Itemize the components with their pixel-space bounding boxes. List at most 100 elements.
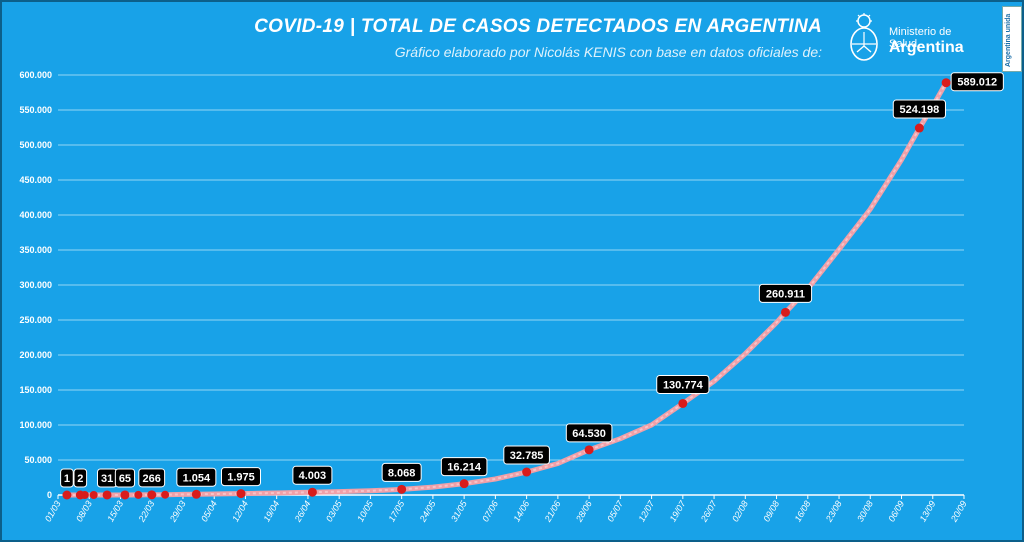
x-tick-label: 28/06 bbox=[573, 499, 593, 524]
data-point bbox=[236, 489, 246, 499]
data-label: 16.214 bbox=[447, 462, 482, 474]
data-point bbox=[147, 490, 157, 500]
x-tick-label: 24/05 bbox=[417, 498, 438, 524]
data-label: 2 bbox=[77, 473, 83, 485]
data-label-box bbox=[220, 467, 261, 487]
y-tick-label: 200.000 bbox=[19, 350, 52, 360]
data-label: 4.003 bbox=[299, 470, 327, 482]
series-line-group bbox=[64, 80, 949, 498]
series-line bbox=[64, 80, 949, 498]
data-point bbox=[89, 490, 98, 499]
data-label: 65 bbox=[119, 473, 131, 485]
x-tick-label: 08/03 bbox=[74, 499, 94, 524]
x-tick-label: 26/07 bbox=[698, 498, 719, 524]
data-point bbox=[914, 123, 924, 133]
ministry-name: Ministerio de Salud bbox=[889, 26, 952, 50]
x-tick-label: 29/03 bbox=[167, 499, 187, 524]
y-tick-label: 400.000 bbox=[19, 210, 52, 220]
x-tick-label: 16/08 bbox=[793, 499, 813, 524]
data-point bbox=[102, 490, 112, 500]
badge-text: Argentina unida bbox=[1005, 13, 1012, 67]
y-tick-label: 550.000 bbox=[19, 105, 52, 115]
x-tick-label: 21/06 bbox=[542, 499, 562, 524]
x-tick-label: 05/07 bbox=[605, 498, 625, 523]
data-point bbox=[522, 467, 532, 477]
data-label: 1.054 bbox=[183, 472, 211, 484]
data-point bbox=[678, 398, 688, 408]
data-label-box bbox=[758, 283, 813, 303]
x-tick-label: 12/04 bbox=[230, 499, 250, 524]
data-point bbox=[584, 445, 594, 455]
chart-subtitle: Gráfico elaborado por Nicolás KENIS con … bbox=[394, 44, 822, 60]
y-tick-label: 150.000 bbox=[19, 385, 52, 395]
data-label-box bbox=[381, 462, 422, 482]
sun-shield-icon bbox=[850, 13, 878, 61]
data-point bbox=[307, 487, 317, 497]
data-point bbox=[62, 490, 72, 500]
y-tick-label: 300.000 bbox=[19, 280, 52, 290]
chart-title: COVID-19 | TOTAL DE CASOS DETECTADOS EN … bbox=[254, 16, 822, 37]
argentina-unida-badge: Argentina unida bbox=[1002, 6, 1022, 72]
data-point bbox=[75, 490, 85, 500]
data-label: 1.975 bbox=[227, 472, 255, 484]
data-label: 524.198 bbox=[899, 104, 939, 116]
data-point bbox=[780, 307, 790, 317]
data-label-box bbox=[892, 99, 946, 119]
data-point bbox=[941, 78, 951, 88]
data-label: 130.774 bbox=[663, 379, 704, 391]
x-tick-label: 26/04 bbox=[292, 499, 312, 524]
data-label-box bbox=[656, 374, 710, 394]
data-point bbox=[120, 490, 130, 500]
y-tick-label: 100.000 bbox=[19, 420, 52, 430]
data-label: 8.068 bbox=[388, 467, 416, 479]
y-tick-label: 0 bbox=[47, 490, 52, 500]
data-label-box bbox=[292, 465, 333, 485]
data-label: 266 bbox=[143, 473, 161, 485]
data-label-box bbox=[138, 468, 166, 488]
data-label: 31 bbox=[101, 473, 113, 485]
series-line-texture bbox=[66, 82, 947, 496]
y-tick-label: 450.000 bbox=[19, 175, 52, 185]
grid-lines bbox=[57, 74, 965, 499]
data-label-box bbox=[950, 72, 1004, 92]
country-name: Argentina bbox=[889, 39, 964, 56]
x-tick-label: 07/06 bbox=[480, 499, 500, 524]
ministry-logo: Ministerio de Salud Argentina bbox=[847, 12, 977, 68]
data-label-box bbox=[176, 467, 217, 487]
data-label: 1 bbox=[64, 473, 70, 485]
y-tick-label: 500.000 bbox=[19, 140, 52, 150]
x-tick-label: 01/03 bbox=[43, 499, 63, 524]
data-label: 589.012 bbox=[957, 77, 997, 89]
x-tick-label: 03/05 bbox=[324, 498, 344, 523]
x-tick-label: 30/08 bbox=[855, 499, 875, 524]
x-tick-label: 31/05 bbox=[449, 498, 469, 523]
x-tick-label: 22/03 bbox=[136, 499, 156, 524]
data-label: 260.911 bbox=[766, 288, 805, 300]
x-tick-label: 02/08 bbox=[730, 499, 750, 524]
x-tick-label: 09/08 bbox=[761, 499, 781, 524]
x-tick-label: 12/07 bbox=[636, 498, 656, 523]
marker-group bbox=[62, 78, 951, 500]
data-label-box bbox=[73, 468, 88, 488]
x-tick-label: 10/05 bbox=[355, 498, 375, 523]
y-axis-ticks: 0 50.000 100.000 150.000 200.000 250.000 300.0… bbox=[19, 70, 52, 500]
data-label-group: 1 2 31 65 266 1.054 1.975 4.003 8.068 16.214 32.78… bbox=[60, 72, 1004, 488]
x-tick-label: 05/04 bbox=[199, 499, 219, 524]
y-tick-label: 600.000 bbox=[19, 70, 52, 80]
data-point bbox=[134, 490, 143, 499]
data-label-box bbox=[503, 445, 550, 465]
data-label-box bbox=[565, 423, 613, 443]
x-tick-label: 15/03 bbox=[105, 499, 125, 524]
x-tick-label: 14/06 bbox=[511, 499, 531, 524]
y-tick-label: 350.000 bbox=[19, 245, 52, 255]
data-label: 32.785 bbox=[510, 450, 544, 462]
data-label-box bbox=[440, 457, 488, 477]
data-point bbox=[191, 489, 201, 499]
data-label-box bbox=[60, 468, 74, 488]
y-tick-label: 250.000 bbox=[19, 315, 52, 325]
data-point bbox=[161, 490, 170, 499]
data-label: 64.530 bbox=[572, 428, 606, 440]
x-tick-label: 20/09 bbox=[948, 499, 968, 524]
